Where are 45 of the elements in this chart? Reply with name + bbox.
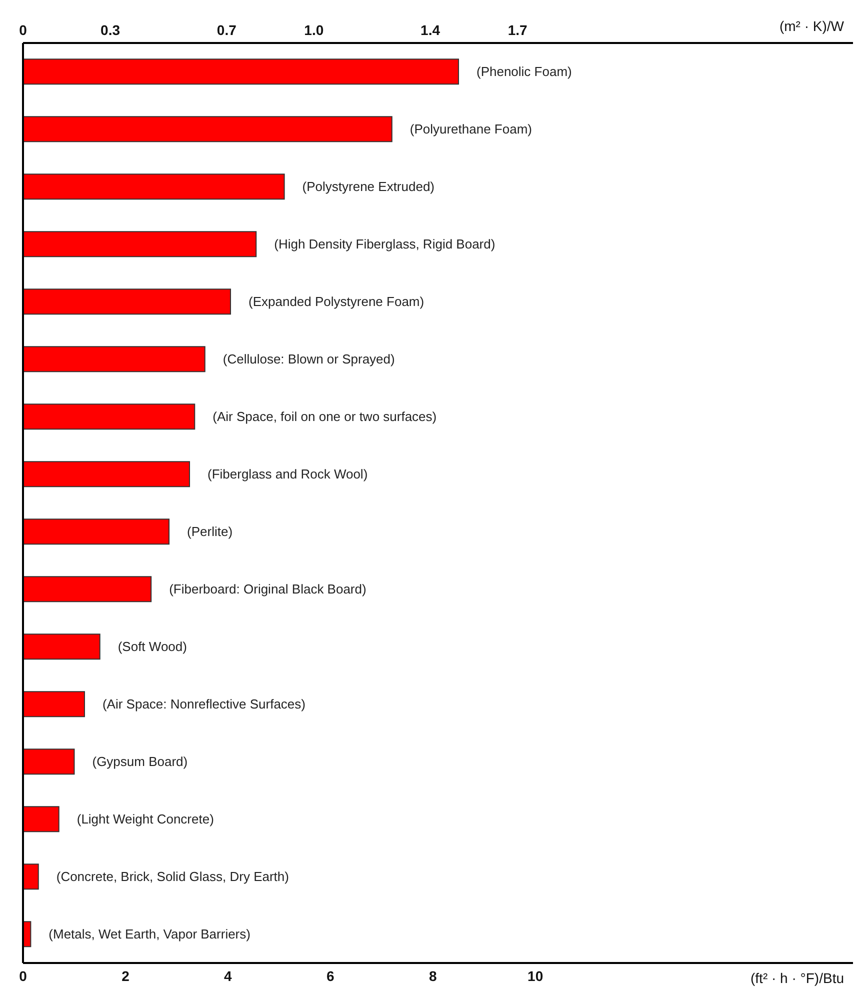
y-tick-label: (Phenolic Foam) bbox=[476, 64, 572, 80]
y-tick-label: (Air Space: Nonreflective Surfaces) bbox=[102, 696, 306, 712]
x-axis-title: (ft² · h · °F)/Btu bbox=[750, 970, 844, 986]
bar bbox=[23, 576, 152, 602]
x2-axis-title: (m² · K)/W bbox=[779, 18, 844, 34]
y-tick-label: (High Density Fiberglass, Rigid Board) bbox=[274, 236, 496, 252]
y-tick-label: (Expanded Polystyrene Foam) bbox=[248, 294, 424, 310]
y-tick-label: (Air Space, foil on one or two surfaces) bbox=[212, 409, 437, 424]
y-tick-label: (Cellulose: Blown or Sprayed) bbox=[222, 352, 395, 367]
bar bbox=[23, 518, 170, 545]
x-tick-label: 0 bbox=[19, 968, 28, 984]
bar bbox=[23, 864, 39, 890]
y-tick-label: (Metals, Wet Earth, Vapor Barriers) bbox=[48, 926, 250, 942]
y-tick-label: (Fiberboard: Original Black Board) bbox=[169, 582, 366, 597]
y-tick-label: (Soft Wood) bbox=[118, 639, 187, 654]
y-tick-label: (Polyurethane Foam) bbox=[410, 122, 532, 137]
bar bbox=[23, 404, 196, 430]
x-tick-label: 4 bbox=[224, 968, 232, 984]
y-tick-label: (Gypsum Board) bbox=[92, 754, 188, 770]
x2-tick-label: 0.7 bbox=[216, 22, 237, 38]
bar bbox=[23, 116, 392, 142]
x-tick-label: 2 bbox=[122, 968, 130, 984]
bar bbox=[23, 231, 257, 258]
y-tick-label: (Light Weight Concrete) bbox=[76, 812, 214, 827]
bar bbox=[23, 691, 85, 718]
x2-tick-label: 1.7 bbox=[508, 22, 528, 38]
bar bbox=[23, 174, 285, 200]
y-tick-label: (Polystyrene Extruded) bbox=[302, 179, 435, 194]
y-tick-label: (Concrete, Brick, Solid Glass, Dry Earth) bbox=[56, 869, 289, 884]
y-tick-label: (Fiberglass and Rock Wool) bbox=[208, 466, 368, 482]
x2-tick-label: 1.0 bbox=[304, 22, 324, 38]
bar bbox=[23, 748, 75, 775]
x2-tick-label: 0 bbox=[19, 22, 28, 38]
x-tick-label: 8 bbox=[428, 968, 437, 984]
y-tick-label: (Perlite) bbox=[187, 524, 233, 540]
bar bbox=[23, 461, 190, 488]
x2-tick-label: 0.3 bbox=[100, 22, 120, 38]
bar bbox=[23, 288, 231, 315]
bar bbox=[23, 58, 459, 85]
x2-tick-label: 1.4 bbox=[420, 22, 440, 38]
bar bbox=[23, 346, 206, 372]
x-tick-label: 6 bbox=[326, 968, 335, 984]
bar bbox=[23, 806, 60, 832]
x-tick-label: 10 bbox=[528, 968, 544, 984]
bar bbox=[23, 634, 100, 660]
